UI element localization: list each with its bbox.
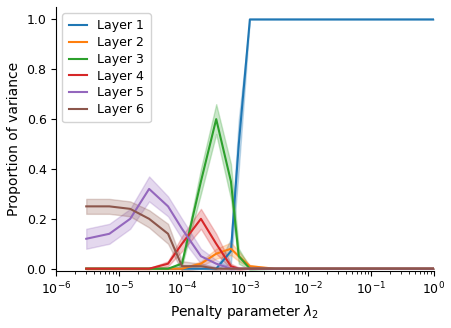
Line: Layer 1: Layer 1 [86,19,433,269]
Layer 5 [235,267,241,271]
Layer 1 [272,17,277,21]
Layer 3 [213,117,218,121]
Layer 4 [228,264,233,268]
Layer 4 [213,242,218,246]
Layer 5 [83,237,89,241]
Layer 5 [304,267,310,271]
Layer 2 [235,254,241,258]
Layer 3 [247,267,252,271]
Layer 6 [304,267,310,271]
Layer 2 [165,267,170,271]
Layer 1 [198,267,203,271]
Layer 6 [247,267,252,271]
Layer 4 [272,267,277,271]
Layer 6 [213,267,218,271]
Layer 2 [179,267,184,271]
Layer 2 [213,252,218,256]
Layer 3 [198,179,203,183]
Layer 1 [146,267,152,271]
Layer 3 [127,267,133,271]
Line: Layer 6: Layer 6 [86,206,433,269]
Layer 3 [146,267,152,271]
Layer 1 [235,142,241,146]
Layer 1 [228,249,233,253]
Layer 4 [106,267,112,271]
Layer 4 [198,217,203,221]
Layer 3 [165,267,170,271]
Layer 1 [127,267,133,271]
Layer 4 [165,262,170,266]
Layer 5 [198,254,203,258]
Layer 5 [272,267,277,271]
Layer 3 [179,262,184,266]
Layer 6 [367,267,373,271]
Layer 6 [127,207,133,211]
Layer 1 [430,17,435,21]
Layer 2 [127,267,133,271]
Layer 5 [106,232,112,236]
Layer 3 [430,267,435,271]
Layer 4 [235,267,241,271]
Layer 1 [213,267,218,271]
Y-axis label: Proportion of variance: Proportion of variance [7,62,21,216]
Line: Layer 2: Layer 2 [86,249,433,269]
Layer 2 [83,267,89,271]
Layer 5 [165,204,170,208]
Layer 1 [179,267,184,271]
Layer 1 [304,17,310,21]
Layer 6 [83,204,89,208]
Line: Layer 5: Layer 5 [86,189,433,269]
Layer 4 [179,242,184,246]
Layer 1 [83,267,89,271]
Layer 2 [146,267,152,271]
Layer 4 [127,267,133,271]
Layer 3 [304,267,310,271]
Layer 3 [272,267,277,271]
Layer 5 [430,267,435,271]
Layer 5 [146,187,152,191]
Line: Layer 3: Layer 3 [86,119,433,269]
Layer 1 [165,267,170,271]
Layer 6 [430,267,435,271]
Layer 2 [430,267,435,271]
Layer 4 [83,267,89,271]
Layer 5 [367,267,373,271]
Layer 4 [304,267,310,271]
X-axis label: Penalty parameter $\lambda_2$: Penalty parameter $\lambda_2$ [170,303,319,321]
Layer 2 [367,267,373,271]
Layer 4 [367,267,373,271]
Layer 5 [213,262,218,266]
Layer 3 [235,254,241,258]
Layer 4 [146,267,152,271]
Layer 6 [235,267,241,271]
Layer 6 [272,267,277,271]
Layer 6 [179,264,184,268]
Layer 1 [367,17,373,21]
Layer 2 [247,264,252,268]
Layer 2 [106,267,112,271]
Layer 1 [106,267,112,271]
Layer 2 [304,267,310,271]
Layer 3 [106,267,112,271]
Layer 3 [367,267,373,271]
Layer 4 [430,267,435,271]
Layer 5 [247,267,252,271]
Legend: Layer 1, Layer 2, Layer 3, Layer 4, Layer 5, Layer 6: Layer 1, Layer 2, Layer 3, Layer 4, Laye… [62,13,150,122]
Layer 5 [228,267,233,271]
Layer 6 [106,204,112,208]
Layer 4 [247,267,252,271]
Layer 5 [179,227,184,231]
Layer 5 [127,217,133,221]
Layer 2 [272,267,277,271]
Layer 2 [228,247,233,251]
Layer 6 [146,217,152,221]
Layer 3 [228,179,233,183]
Layer 2 [198,262,203,266]
Layer 6 [228,267,233,271]
Layer 3 [83,267,89,271]
Layer 1 [247,17,252,21]
Line: Layer 4: Layer 4 [86,219,433,269]
Layer 6 [165,232,170,236]
Layer 6 [198,264,203,268]
